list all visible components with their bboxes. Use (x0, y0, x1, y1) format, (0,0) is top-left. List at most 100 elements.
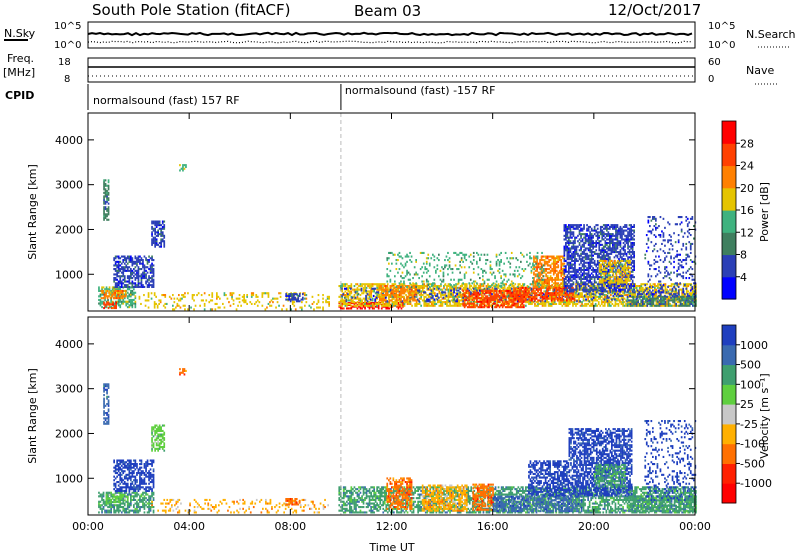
heatmap-cell (270, 304, 273, 307)
heatmap-cell (482, 295, 484, 298)
heatmap-cell (492, 297, 495, 300)
heatmap-cell (401, 277, 404, 280)
heatmap-cell (376, 294, 378, 297)
heatmap-cell (582, 304, 585, 307)
heatmap-cell (418, 297, 421, 300)
heatmap-cell (442, 280, 445, 283)
heatmap-cell (543, 264, 546, 267)
heatmap-cell (364, 290, 366, 293)
heatmap-cell (578, 299, 580, 302)
heatmap-cell (415, 273, 417, 276)
heatmap-cell (383, 290, 386, 293)
heatmap-cell (661, 304, 664, 307)
heatmap-cell (149, 269, 152, 272)
heatmap-cell (232, 299, 235, 302)
heatmap-cell (459, 302, 462, 305)
heatmap-cell (510, 280, 513, 283)
heatmap-cell (203, 292, 206, 295)
heatmap-cell (381, 297, 384, 300)
heatmap-cell (544, 290, 547, 293)
heatmap-cell (669, 285, 671, 288)
heatmap-cell (548, 285, 550, 288)
heatmap-cell (391, 299, 393, 302)
heatmap-cell (438, 299, 441, 302)
heatmap-cell (291, 298, 293, 301)
heatmap-cell (569, 290, 572, 293)
heatmap-cell (578, 272, 581, 275)
heatmap-cell (581, 268, 584, 271)
heatmap-cell (154, 231, 156, 234)
heatmap-cell (682, 301, 685, 304)
heatmap-cell (310, 306, 312, 309)
heatmap-cell (666, 288, 668, 291)
heatmap-cell (342, 293, 345, 296)
heatmap-cell (566, 236, 569, 239)
heatmap-cell (666, 301, 668, 304)
heatmap-cell (468, 301, 471, 304)
heatmap-cell (569, 231, 572, 234)
heatmap-cell (358, 305, 360, 308)
heatmap-cell (638, 286, 641, 289)
heatmap-cell (617, 302, 620, 305)
heatmap-cell (250, 302, 253, 305)
heatmap-cell (503, 273, 505, 276)
heatmap-cell (526, 295, 529, 298)
heatmap-cell (548, 271, 550, 274)
heatmap-cell (366, 300, 369, 303)
heatmap-cell (552, 297, 555, 300)
heatmap-cell (391, 301, 394, 304)
heatmap-cell (566, 295, 568, 298)
heatmap-cell (578, 268, 581, 271)
heatmap-cell (572, 234, 575, 237)
heatmap-cell (107, 184, 110, 187)
heatmap-cell (365, 296, 367, 299)
heatmap-cell (575, 224, 578, 227)
heatmap-cell (505, 302, 507, 305)
heatmap-cell (382, 286, 385, 289)
heatmap-cell (488, 304, 490, 307)
heatmap-cell (504, 295, 507, 298)
heatmap-cell (667, 292, 670, 295)
heatmap-cell (139, 262, 141, 265)
heatmap-cell (577, 245, 579, 248)
heatmap-cell (690, 286, 693, 289)
heatmap-cell (535, 301, 538, 304)
heatmap-cell (456, 302, 459, 305)
heatmap-cell (563, 227, 566, 230)
heatmap-cell (134, 284, 137, 287)
heatmap-cell (558, 290, 561, 293)
heatmap-cell (545, 275, 547, 278)
heatmap-cell (572, 297, 574, 300)
power-heatmap (98, 113, 697, 311)
heatmap-cell (391, 251, 393, 254)
heatmap-cell (401, 295, 404, 298)
heatmap-cell (456, 268, 458, 271)
heatmap-cell (401, 286, 404, 289)
heatmap-cell (523, 294, 526, 297)
heatmap-cell (131, 285, 134, 288)
heatmap-cell (564, 302, 567, 305)
heatmap-cell (119, 295, 122, 298)
heatmap-cell (410, 290, 413, 293)
heatmap-cell (107, 213, 110, 216)
heatmap-cell (383, 304, 386, 307)
heatmap-cell (571, 285, 573, 288)
heatmap-cell (117, 282, 120, 285)
heatmap-cell (114, 255, 117, 258)
heatmap-cell (149, 266, 152, 269)
heatmap-cell (155, 295, 157, 298)
heatmap-cell (549, 295, 551, 298)
heatmap-cell (613, 292, 615, 295)
heatmap-cell (657, 285, 659, 288)
heatmap-cell (562, 282, 564, 285)
heatmap-cell (388, 288, 390, 291)
heatmap-cell (516, 289, 519, 292)
heatmap-cell (356, 307, 359, 310)
heatmap-cell (425, 268, 428, 271)
heatmap-cell (374, 287, 376, 290)
heatmap-cell (339, 286, 342, 289)
heatmap-cell (444, 291, 446, 294)
heatmap-cell (578, 238, 581, 241)
heatmap-cell (546, 278, 549, 281)
heatmap-cell (391, 295, 394, 298)
